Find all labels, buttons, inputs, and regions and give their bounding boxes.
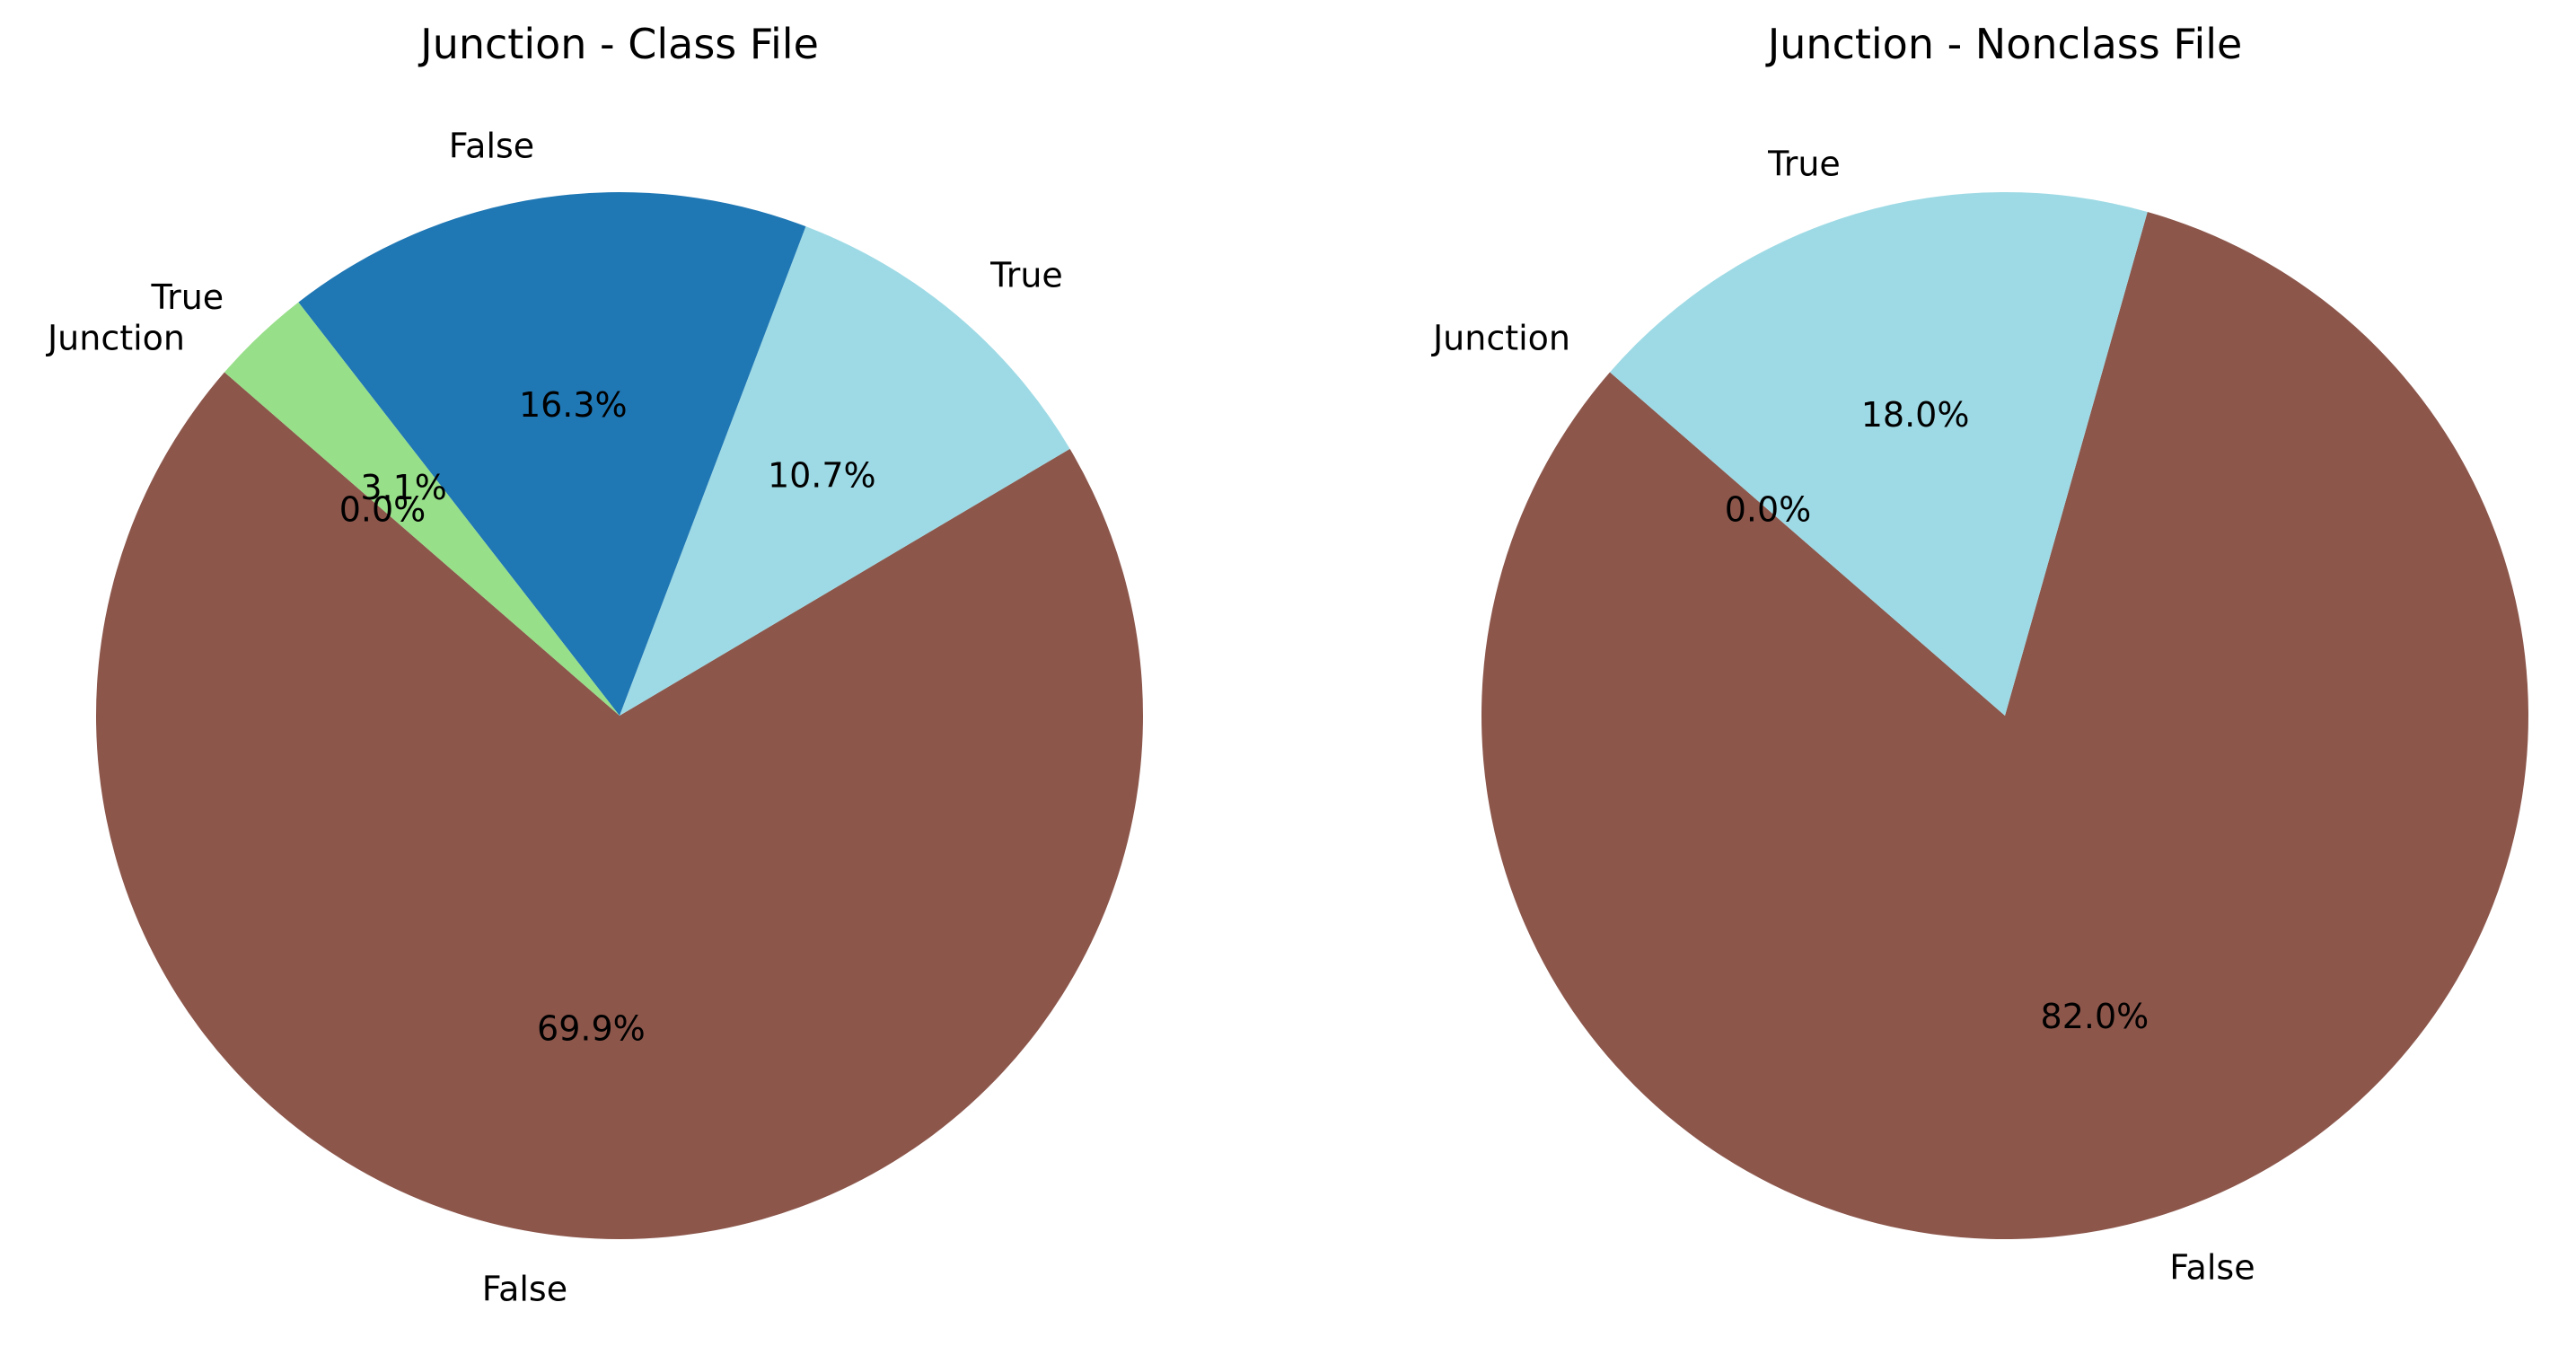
slice-percent-label: 16.3% [519, 385, 628, 425]
slice-label-junction: Junction [46, 318, 185, 357]
slice-label-true: True [150, 277, 224, 317]
slice-label-false: False [2169, 1248, 2255, 1288]
pie-slice-false-1 [96, 372, 1144, 1239]
slice-percent-label: 0.0% [1725, 490, 1812, 530]
pie-slice-true-2 [1610, 192, 2148, 716]
slice-percent-label: 3.1% [360, 468, 447, 507]
slice-label-true: True [1767, 144, 1841, 183]
pie-chart-nonclass-file: Junction - Nonclass File Junction 0.0% Fal… [1431, 20, 2528, 1288]
slice-percent-label: 82.0% [2041, 997, 2150, 1036]
slice-percent-label: 18.0% [1861, 395, 1970, 435]
slice-percent-label: 0.0% [339, 490, 426, 530]
pie-slices-nonclass-file [1481, 192, 2528, 1240]
slice-label-junction: Junction [1431, 318, 1570, 357]
pie-slice-false-1 [1481, 212, 2528, 1240]
pie-slice-false-3 [298, 191, 806, 717]
pie-labels-nonclass-file: Junction 0.0% False 82.0% True 18.0% [1431, 144, 2255, 1287]
pie-slice-true-4 [224, 302, 620, 716]
slice-percent-label: 10.7% [768, 455, 876, 495]
pie-slices-class-file [96, 191, 1144, 1239]
slice-label-true: True [989, 256, 1063, 295]
slice-label-false: False [449, 127, 534, 166]
pie-chart-class-file: Junction - Class File Junction 0.0% False 6… [46, 20, 1144, 1309]
chart-title-class-file: Junction - Class File [418, 20, 819, 68]
slice-label-false: False [482, 1270, 567, 1309]
slice-percent-label: 69.9% [537, 1008, 646, 1048]
pie-slice-true-2 [620, 226, 1070, 716]
pie-labels-class-file: Junction 0.0% False 69.9% True 10.7% False 16.3… [46, 127, 1063, 1309]
chart-title-nonclass-file: Junction - Nonclass File [1765, 20, 2243, 68]
